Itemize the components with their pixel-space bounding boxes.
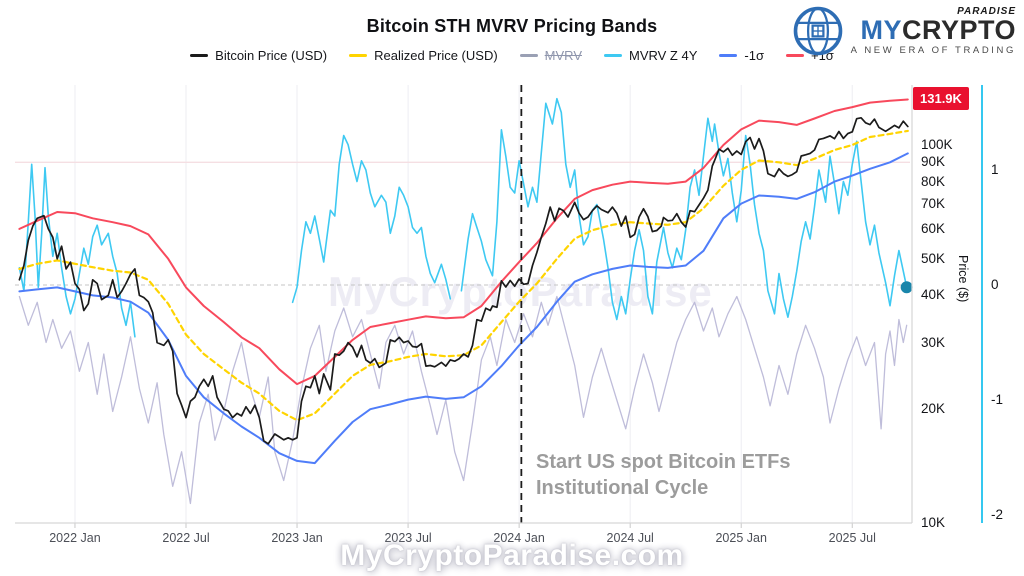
price-axis-title: Price ($) xyxy=(956,255,970,303)
logo-brand-prefix: MY xyxy=(860,15,902,45)
brand-logo: PARADISE MYCRYPTO A NEW ERA OF TRADING xyxy=(791,4,1016,58)
logo-tagline: A NEW ERA OF TRADING xyxy=(850,45,1016,56)
legend-item[interactable]: Bitcoin Price (USD) xyxy=(190,48,327,63)
legend-item[interactable]: MVRV xyxy=(519,48,582,63)
legend-item[interactable]: Realized Price (USD) xyxy=(349,48,498,63)
legend-swatch-icon xyxy=(719,54,738,57)
event-annotation-line1: Start US spot Bitcoin ETFs xyxy=(536,451,791,473)
legend-swatch-icon xyxy=(349,54,368,57)
bottom-watermark: MyCryptoParadise.com xyxy=(340,539,684,572)
legend-label: MVRV Z 4Y xyxy=(629,48,698,63)
event-annotation: Start US spot Bitcoin ETFs Institutional… xyxy=(536,449,790,501)
logo-brand-suffix: CRYPTO xyxy=(901,15,1016,45)
chart-title: Bitcoin STH MVRV Pricing Bands xyxy=(366,16,658,36)
legend-label: -1σ xyxy=(744,48,764,63)
legend-item[interactable]: MVRV Z 4Y xyxy=(604,48,697,63)
legend-label: MVRV xyxy=(544,48,582,63)
legend-item[interactable]: -1σ xyxy=(719,48,764,63)
logo-paradise-text: PARADISE xyxy=(957,6,1016,17)
legend-label: Bitcoin Price (USD) xyxy=(215,48,328,63)
logo-brand-text: MYCRYPTO xyxy=(860,15,1016,45)
last-price-badge: 131.9K xyxy=(913,87,969,110)
legend-swatch-icon xyxy=(519,54,538,57)
legend-swatch-icon xyxy=(604,54,622,57)
legend-swatch-icon xyxy=(190,54,209,57)
event-annotation-line2: Institutional Cycle xyxy=(536,477,709,499)
legend-swatch-icon xyxy=(785,54,804,57)
legend-label: Realized Price (USD) xyxy=(374,48,498,63)
globe-icon xyxy=(793,6,842,56)
